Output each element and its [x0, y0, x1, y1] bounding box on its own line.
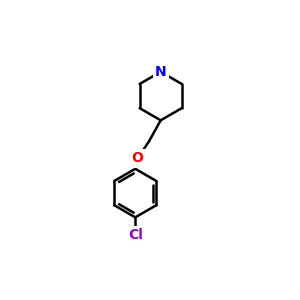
Text: Cl: Cl: [128, 228, 143, 242]
Text: O: O: [132, 152, 143, 165]
Text: N: N: [155, 65, 167, 79]
